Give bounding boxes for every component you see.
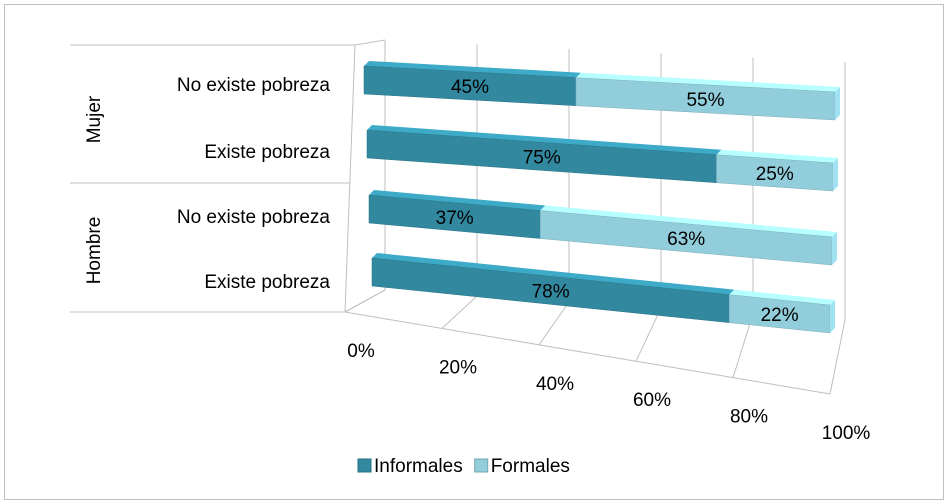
value-label: 78% <box>532 281 570 302</box>
bar-end <box>832 232 837 265</box>
x-tick-label: 40% <box>536 374 574 395</box>
category-label: Existe pobreza <box>204 272 330 293</box>
bar-end <box>835 87 840 120</box>
side-wall <box>344 44 356 313</box>
group-label: Mujer <box>84 95 105 143</box>
bar-top <box>716 149 838 163</box>
value-label: 22% <box>761 305 799 326</box>
floor-edge <box>344 311 831 395</box>
chart-frame <box>4 4 944 500</box>
x-tick-label: 100% <box>822 423 871 444</box>
grid-line <box>829 62 846 395</box>
value-label: 25% <box>756 164 794 185</box>
legend-label: Informales <box>374 456 463 477</box>
category-label: No existe pobreza <box>177 75 331 96</box>
value-label: 75% <box>523 147 561 168</box>
bar-top <box>367 125 722 155</box>
bar-top <box>540 205 837 237</box>
side-wall <box>354 39 386 46</box>
x-tick-label: 80% <box>730 407 768 428</box>
bar-top <box>575 72 840 92</box>
grid-line <box>344 40 386 313</box>
bar-end <box>830 300 835 333</box>
value-label: 37% <box>436 208 474 229</box>
category-label: Existe pobreza <box>204 142 330 163</box>
x-tick-label: 60% <box>633 390 671 411</box>
value-label: 45% <box>451 77 489 98</box>
bar-top <box>369 190 546 211</box>
bar-top <box>372 253 735 295</box>
legend-label: Formales <box>491 456 570 477</box>
value-label: 55% <box>686 90 724 111</box>
bar-top <box>364 61 581 78</box>
bar-end <box>833 158 838 191</box>
value-label: 63% <box>667 229 705 250</box>
x-tick-label: 0% <box>347 341 375 362</box>
x-tick-label: 20% <box>439 357 477 378</box>
group-label: Hombre <box>84 217 105 285</box>
legend-swatch <box>474 458 489 473</box>
legend-swatch <box>357 458 372 473</box>
category-label: No existe pobreza <box>177 207 331 228</box>
bar-top <box>729 289 835 305</box>
